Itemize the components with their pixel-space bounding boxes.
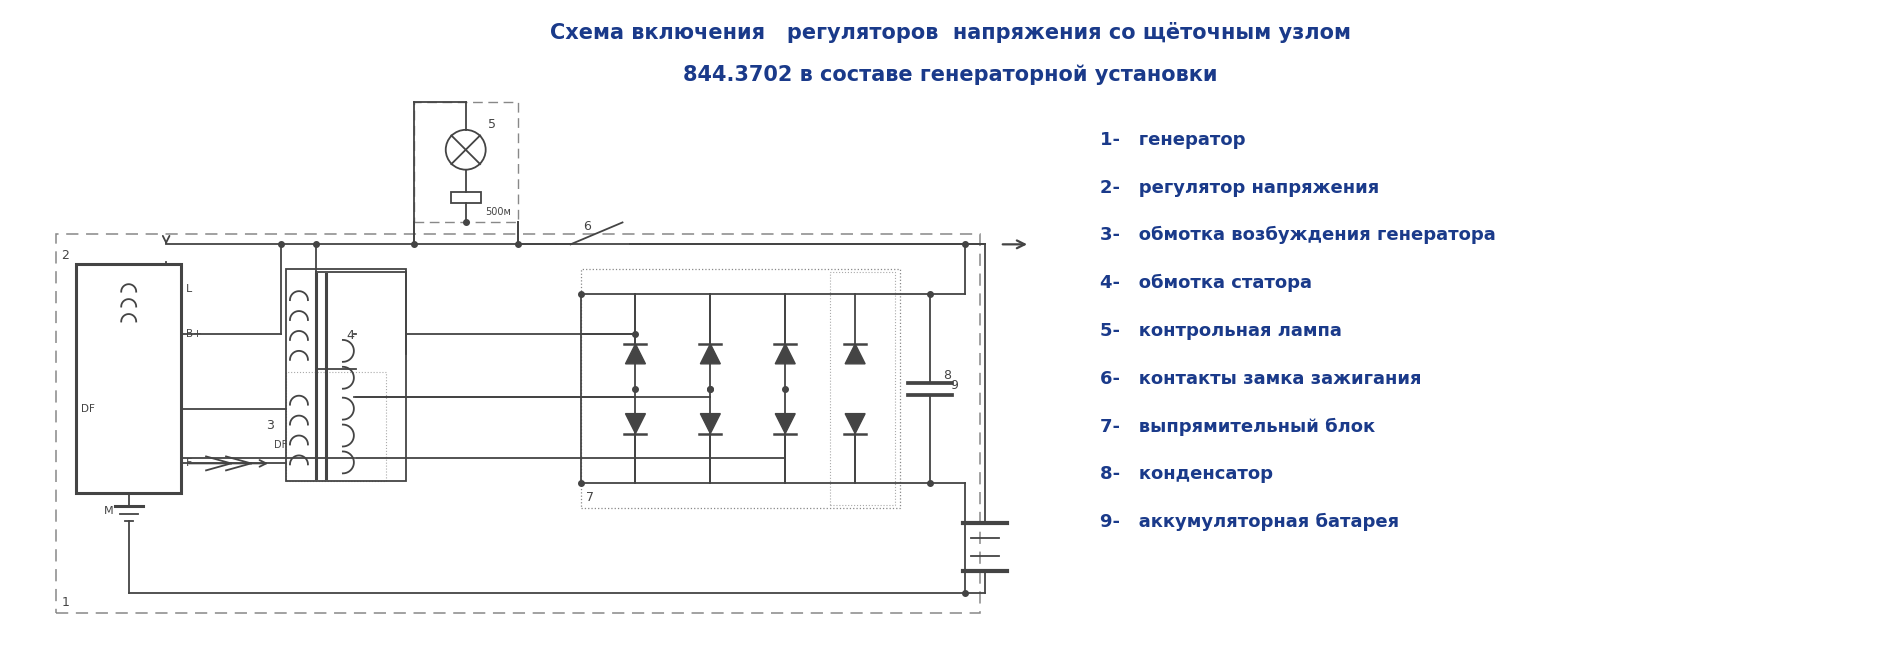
Text: DF: DF [274,441,287,450]
Text: M: M [104,506,114,516]
Text: 2: 2 [61,249,68,262]
Text: 3: 3 [266,419,274,432]
Text: 9-   аккумуляторная батарея: 9- аккумуляторная батарея [1100,513,1398,532]
Text: 9: 9 [950,379,958,392]
Text: 1: 1 [61,596,68,609]
Text: 2-   регулятор напряжения: 2- регулятор напряжения [1100,178,1379,197]
Polygon shape [846,413,864,434]
Text: 8: 8 [942,369,952,382]
Text: F: F [186,458,192,469]
Text: 5-   контрольная лампа: 5- контрольная лампа [1100,322,1341,340]
Text: 7-   выпрямительный блок: 7- выпрямительный блок [1100,417,1376,435]
Text: 5: 5 [488,118,496,131]
Text: 4-   обмотка статора: 4- обмотка статора [1100,274,1311,292]
Text: DF: DF [82,404,95,413]
Polygon shape [775,344,796,364]
Text: L: L [186,284,192,294]
Text: 6-   контакты замка зажигания: 6- контакты замка зажигания [1100,370,1421,387]
Polygon shape [701,344,720,364]
Text: Схема включения   регуляторов  напряжения со щёточным узлом: Схема включения регуляторов напряжения с… [549,22,1351,43]
Text: B+: B+ [186,329,201,339]
Text: 8-   конденсатор: 8- конденсатор [1100,465,1273,484]
Text: 6: 6 [583,221,591,234]
Polygon shape [625,413,646,434]
Polygon shape [625,344,646,364]
Text: 4: 4 [346,329,353,342]
Polygon shape [846,344,864,364]
Polygon shape [701,413,720,434]
Bar [450,192,481,203]
Polygon shape [775,413,796,434]
Text: 3-   обмотка возбуждения генератора: 3- обмотка возбуждения генератора [1100,227,1495,245]
Text: 7: 7 [585,491,593,504]
Bar [76,264,180,493]
Text: 844.3702 в составе генераторной установки: 844.3702 в составе генераторной установк… [682,65,1218,85]
Text: 500м: 500м [486,208,511,217]
Text: 1-   генератор: 1- генератор [1100,131,1244,149]
